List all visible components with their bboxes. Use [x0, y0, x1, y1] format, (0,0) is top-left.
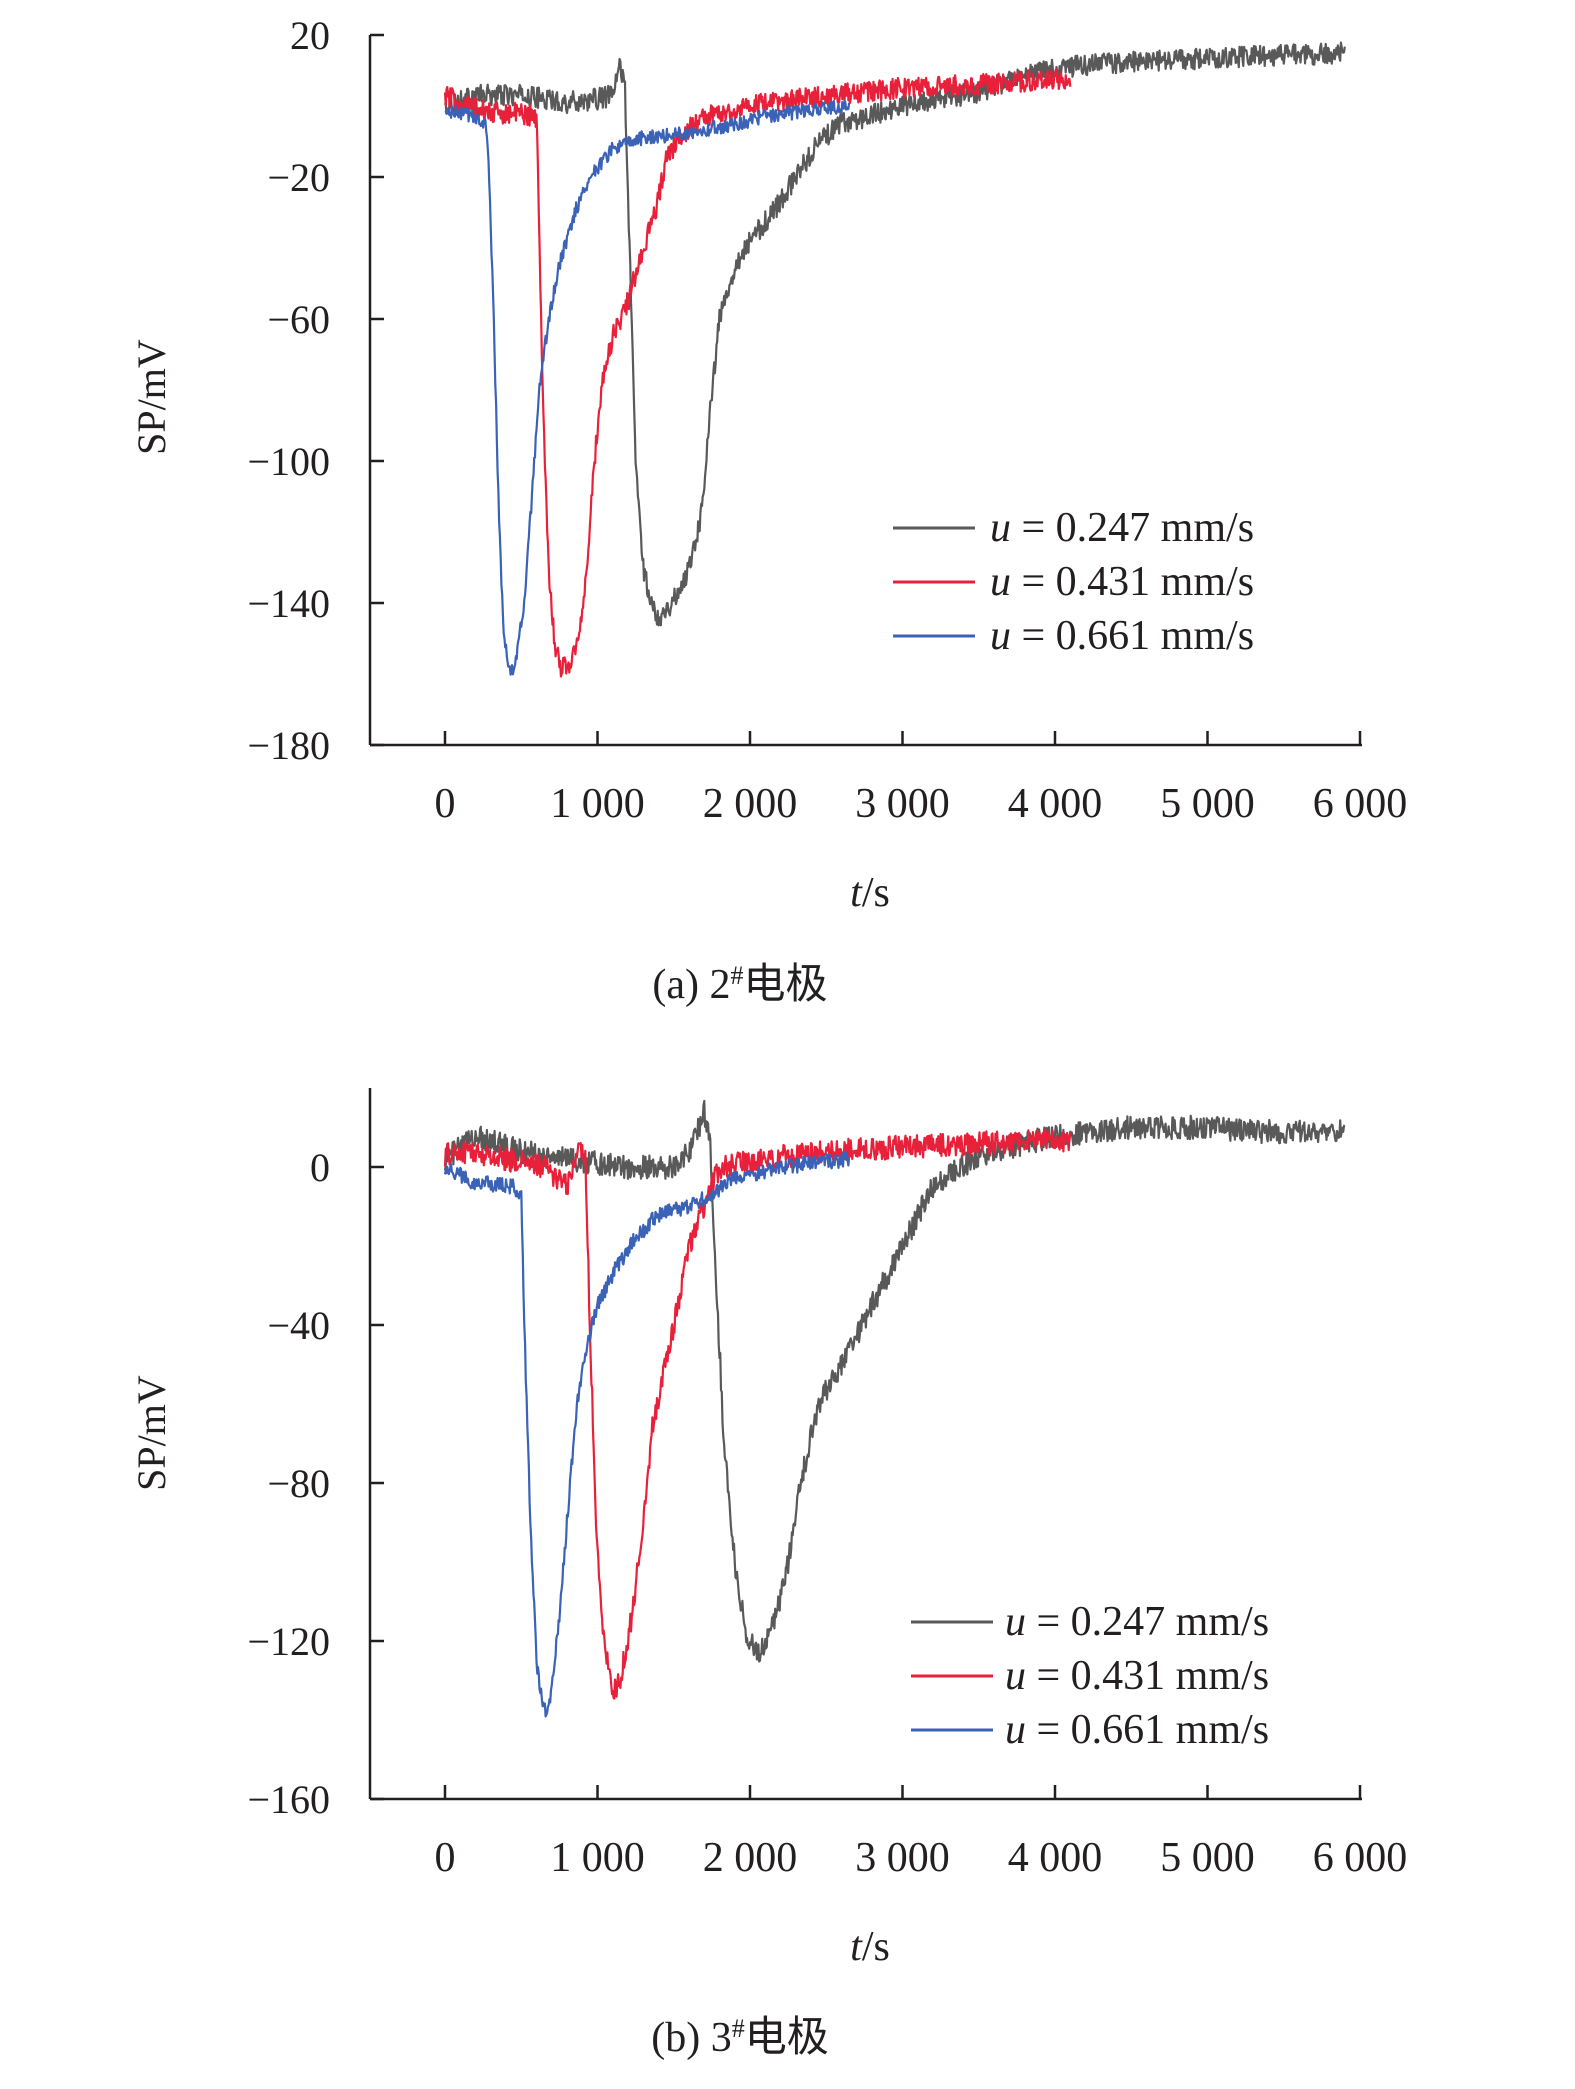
y-tick-label-b: −160	[247, 1777, 330, 1822]
x-tick-label-b: 5 000	[1160, 1835, 1255, 1881]
legend-b-label-2: u = 0.661 mm/s	[1005, 1707, 1269, 1753]
y-tick-label-b: −80	[267, 1461, 330, 1506]
y-tick-label-a: 20	[290, 13, 330, 58]
series-line-b-2	[443, 1150, 851, 1718]
chart-a: 20 −20 −60 −100 −140 −180 0 1 000 2 000 3 000 4 00…	[129, 13, 1407, 1008]
x-axis-title-unit-a: /s	[862, 870, 890, 916]
y-axis-title-a: SP/mV	[129, 339, 174, 455]
x-axis-title-a: t/s	[850, 870, 890, 916]
x-tick-label-a: 2 000	[703, 781, 798, 827]
y-tick-label-a: −100	[247, 439, 330, 484]
x-axis-title-var-a: t	[850, 870, 863, 916]
legend-a-label-1: u = 0.431 mm/s	[990, 559, 1254, 605]
x-tick-label-a: 6 000	[1313, 781, 1408, 827]
x-tick-label-b: 0	[435, 1835, 456, 1881]
x-tick-label-a: 3 000	[855, 781, 950, 827]
x-tick-label-a: 4 000	[1008, 781, 1103, 827]
x-tick-label-a: 0	[435, 781, 456, 827]
legend-a-label-0: u = 0.247 mm/s	[990, 505, 1254, 551]
y-tick-label-b: 0	[310, 1145, 330, 1190]
caption-a: (a) 2#电极	[652, 961, 827, 1008]
series-line-b-0	[443, 1099, 1346, 1663]
x-axis-title-unit-b: /s	[862, 1924, 890, 1970]
x-tick-label-a: 5 000	[1160, 781, 1255, 827]
legend-b-label-0: u = 0.247 mm/s	[1005, 1599, 1269, 1645]
chart-b: 0 −40 −80 −120 −160 0 1 000 2 000 3 000 4 000 5 00…	[129, 1088, 1407, 2061]
y-tick-label-b: −40	[267, 1303, 330, 1348]
legend-b-label-1: u = 0.431 mm/s	[1005, 1653, 1269, 1699]
y-tick-label-a: −140	[247, 581, 330, 626]
y-tick-label-a: −20	[267, 155, 330, 200]
x-tick-label-b: 1 000	[550, 1835, 645, 1881]
x-tick-label-a: 1 000	[550, 781, 645, 827]
series-group-b	[443, 1099, 1346, 1718]
series-line-a-1	[443, 68, 1072, 678]
y-axis-title-b: SP/mV	[129, 1375, 174, 1491]
series-line-b-1	[443, 1128, 1072, 1700]
series-line-a-2	[444, 99, 851, 676]
caption-b: (b) 3#电极	[651, 2014, 829, 2061]
series-line-a-0	[443, 41, 1346, 627]
legend-a-label-2: u = 0.661 mm/s	[990, 613, 1254, 659]
axes-a: 20 −20 −60 −100 −140 −180 0 1 000 2 000 3 000 4 00…	[247, 13, 1407, 827]
x-tick-label-b: 4 000	[1008, 1835, 1103, 1881]
y-tick-label-b: −120	[247, 1619, 330, 1664]
x-tick-label-b: 3 000	[855, 1835, 950, 1881]
y-tick-label-a: −180	[247, 723, 330, 768]
legend-b: u = 0.247 mm/s u = 0.431 mm/s u = 0.661 …	[911, 1599, 1269, 1753]
legend-a: u = 0.247 mm/s u = 0.431 mm/s u = 0.661 …	[893, 505, 1254, 659]
x-axis-title-b: t/s	[850, 1924, 890, 1970]
axes-b: 0 −40 −80 −120 −160 0 1 000 2 000 3 000 4 000 5 00…	[247, 1088, 1407, 1881]
x-axis-title-var-b: t	[850, 1924, 863, 1970]
x-tick-label-b: 6 000	[1313, 1835, 1408, 1881]
y-tick-label-a: −60	[267, 297, 330, 342]
series-group-a	[443, 41, 1346, 678]
x-tick-label-b: 2 000	[703, 1835, 798, 1881]
